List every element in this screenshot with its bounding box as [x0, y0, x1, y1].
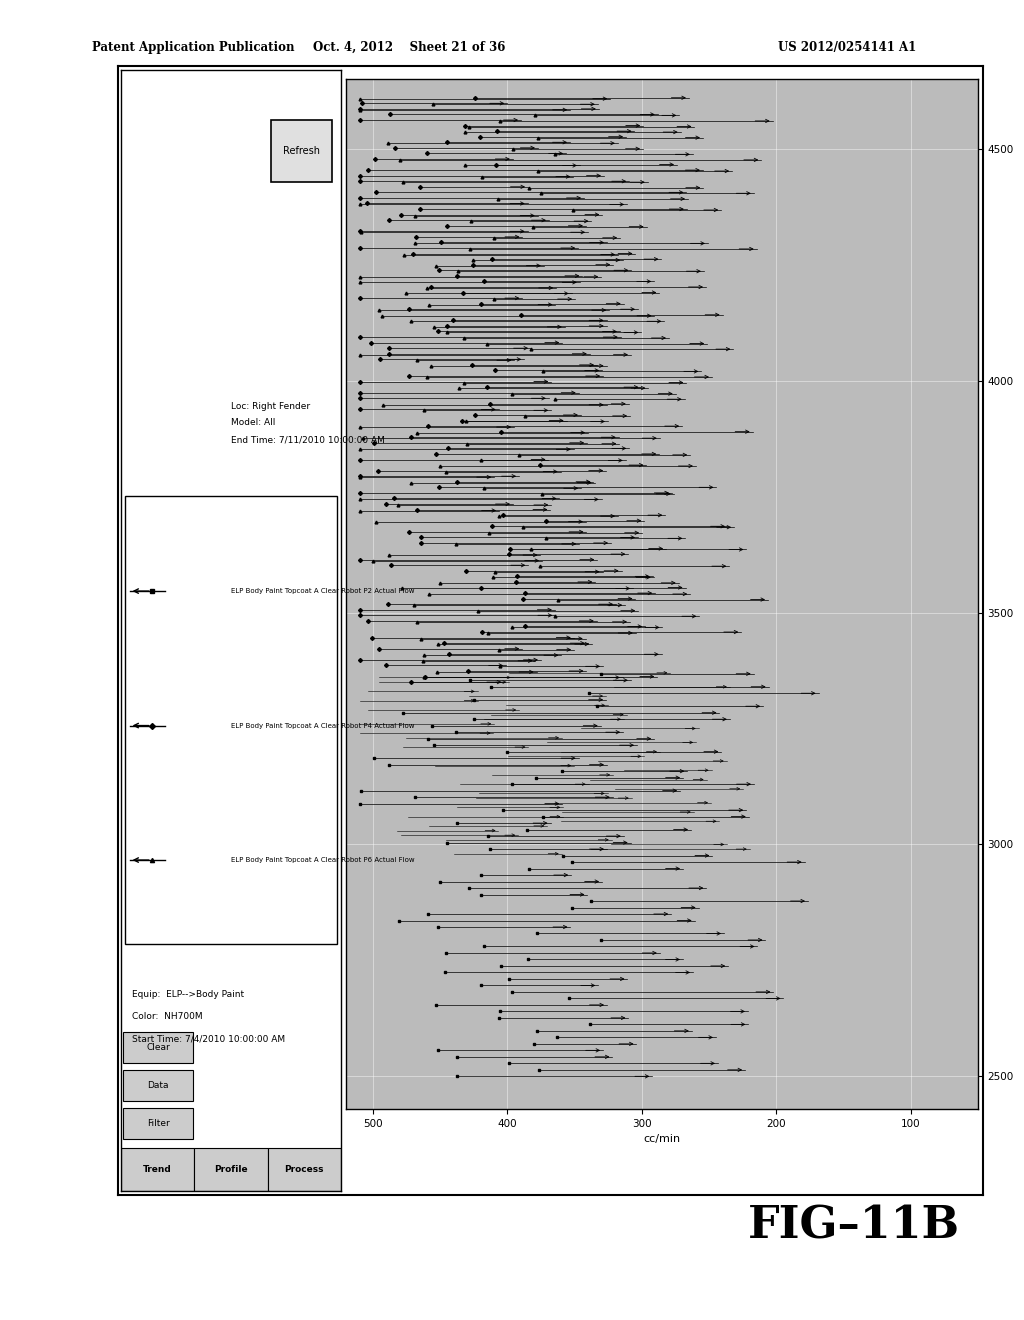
Text: Data: Data: [147, 1081, 169, 1090]
Text: FIG–11B: FIG–11B: [748, 1204, 959, 1247]
Text: Model: All: Model: All: [231, 418, 275, 428]
Text: Process: Process: [285, 1164, 324, 1173]
Text: Filter: Filter: [146, 1119, 170, 1127]
Text: US 2012/0254141 A1: US 2012/0254141 A1: [778, 41, 916, 54]
Bar: [267, 1148, 341, 1191]
Bar: [123, 1069, 194, 1101]
Text: ELP Body Paint Topcoat A Clear Robot P6 Actual Flow: ELP Body Paint Topcoat A Clear Robot P6 …: [231, 857, 415, 863]
Text: ELP Body Paint Topcoat A Clear Robot P4 Actual Flow: ELP Body Paint Topcoat A Clear Robot P4 …: [231, 722, 415, 729]
Text: Patent Application Publication: Patent Application Publication: [92, 41, 295, 54]
Bar: [270, 120, 332, 182]
Text: Equip:  ELP-->Body Paint: Equip: ELP-->Body Paint: [132, 990, 244, 999]
Bar: [121, 1148, 195, 1191]
Text: Refresh: Refresh: [283, 147, 319, 156]
Text: ELP Body Paint Topcoat A Clear Robot P2 Actual Flow: ELP Body Paint Topcoat A Clear Robot P2 …: [231, 589, 415, 594]
Bar: [123, 1107, 194, 1139]
Bar: [195, 1148, 267, 1191]
Text: Trend: Trend: [143, 1164, 172, 1173]
Text: Oct. 4, 2012    Sheet 21 of 36: Oct. 4, 2012 Sheet 21 of 36: [313, 41, 506, 54]
Text: Loc: Right Fender: Loc: Right Fender: [231, 401, 310, 411]
Text: End Time: 7/11/2010 10:00:00 AM: End Time: 7/11/2010 10:00:00 AM: [231, 436, 385, 445]
Bar: [123, 1031, 194, 1063]
X-axis label: cc/min: cc/min: [643, 1134, 681, 1144]
Text: Start Time: 7/4/2010 10:00:00 AM: Start Time: 7/4/2010 10:00:00 AM: [132, 1035, 285, 1044]
Bar: [125, 496, 337, 944]
Text: Profile: Profile: [214, 1164, 248, 1173]
Text: Clear: Clear: [146, 1043, 170, 1052]
Text: Color:  NH700M: Color: NH700M: [132, 1012, 203, 1022]
